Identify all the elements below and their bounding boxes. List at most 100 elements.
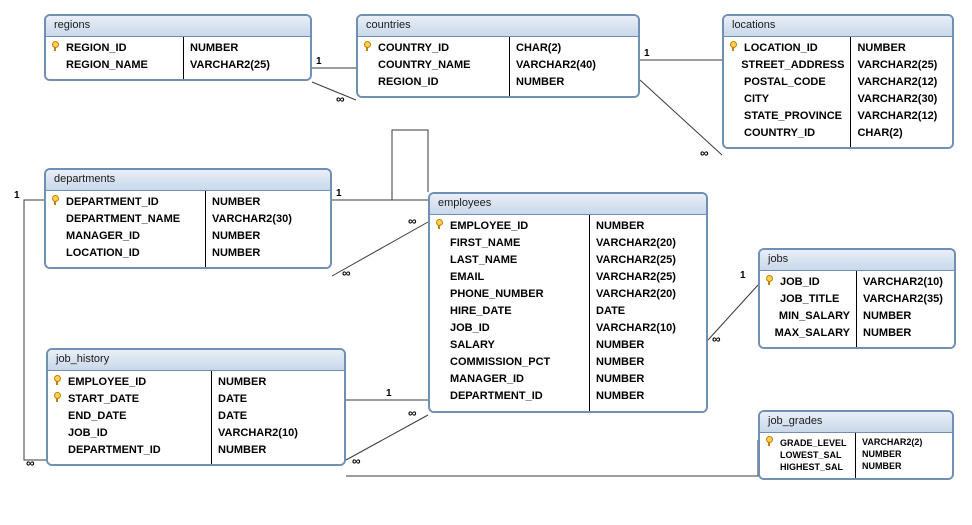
erd-canvas: 1∞1∞1∞∞1∞1∞∞∞1regionsREGION_IDREGION_NAM… xyxy=(0,0,972,525)
column-type: NUMBER xyxy=(857,40,946,57)
entity-job_history: job_historyEMPLOYEE_IDSTART_DATEEND_DATE… xyxy=(46,348,346,466)
column-type: DATE xyxy=(218,391,326,408)
entity-countries: countriesCOUNTRY_IDCOUNTRY_NAMEREGION_ID… xyxy=(356,14,640,98)
primary-key-icon xyxy=(436,218,450,235)
entity-employees: employeesEMPLOYEE_IDFIRST_NAMELAST_NAMEE… xyxy=(428,192,708,413)
column-type: NUMBER xyxy=(218,374,326,391)
primary-key-icon xyxy=(730,40,744,57)
column-type: NUMBER xyxy=(218,442,326,459)
column-name: JOB_ID xyxy=(766,274,850,291)
column-name: EMPLOYEE_ID xyxy=(54,374,205,391)
column-name: REGION_ID xyxy=(52,40,177,57)
column-name: COUNTRY_NAME xyxy=(364,57,503,74)
entity-locations: locationsLOCATION_IDSTREET_ADDRESSPOSTAL… xyxy=(722,14,954,149)
entity-body: LOCATION_IDSTREET_ADDRESSPOSTAL_CODECITY… xyxy=(724,37,952,147)
entity-body: GRADE_LEVELLOWEST_SALHIGHEST_SALVARCHAR2… xyxy=(760,433,952,478)
primary-key-icon xyxy=(766,274,780,291)
entity-jobs: jobsJOB_IDJOB_TITLEMIN_SALARYMAX_SALARYV… xyxy=(758,248,956,349)
entity-title: jobs xyxy=(760,250,954,271)
column-name: MANAGER_ID xyxy=(436,371,583,388)
column-type: VARCHAR2(20) xyxy=(596,286,696,303)
entity-body: JOB_IDJOB_TITLEMIN_SALARYMAX_SALARYVARCH… xyxy=(760,271,954,347)
column-type: DATE xyxy=(596,303,696,320)
cardinality-label: ∞ xyxy=(408,406,417,420)
entity-title: countries xyxy=(358,16,638,37)
entity-departments: departmentsDEPARTMENT_IDDEPARTMENT_NAMEM… xyxy=(44,168,332,269)
column-name: MANAGER_ID xyxy=(52,228,199,245)
cardinality-label: ∞ xyxy=(336,92,345,106)
column-name: FIRST_NAME xyxy=(436,235,583,252)
column-name: CITY xyxy=(730,91,844,108)
column-type: NUMBER xyxy=(190,40,296,57)
column-name: COUNTRY_ID xyxy=(364,40,503,57)
column-type: NUMBER xyxy=(212,228,316,245)
column-type: NUMBER xyxy=(516,74,624,91)
cardinality-label: 1 xyxy=(644,48,650,59)
entity-title: employees xyxy=(430,194,706,215)
column-name: LOCATION_ID xyxy=(730,40,844,57)
primary-key-icon xyxy=(52,194,66,211)
cardinality-label: ∞ xyxy=(408,214,417,228)
column-type: VARCHAR2(10) xyxy=(863,274,948,291)
column-type: VARCHAR2(30) xyxy=(212,211,316,228)
column-type: VARCHAR2(25) xyxy=(596,269,696,286)
column-name: STATE_PROVINCE xyxy=(730,108,844,125)
column-name: DEPARTMENT_ID xyxy=(54,442,205,459)
cardinality-label: 1 xyxy=(316,56,322,67)
column-name: LAST_NAME xyxy=(436,252,583,269)
column-type: NUMBER xyxy=(596,218,696,235)
column-type: NUMBER xyxy=(862,448,946,460)
entity-body: DEPARTMENT_IDDEPARTMENT_NAMEMANAGER_IDLO… xyxy=(46,191,330,267)
column-type: NUMBER xyxy=(596,371,696,388)
column-type: VARCHAR2(20) xyxy=(596,235,696,252)
column-name: DEPARTMENT_ID xyxy=(436,388,583,405)
entity-title: job_grades xyxy=(760,412,952,433)
cardinality-label: ∞ xyxy=(342,266,351,280)
column-type: CHAR(2) xyxy=(857,125,946,142)
column-name: START_DATE xyxy=(54,391,205,408)
entity-title: departments xyxy=(46,170,330,191)
entity-body: EMPLOYEE_IDFIRST_NAMELAST_NAMEEMAILPHONE… xyxy=(430,215,706,411)
column-name: REGION_NAME xyxy=(52,57,177,74)
cardinality-label: ∞ xyxy=(26,456,35,470)
column-type: VARCHAR2(12) xyxy=(857,74,946,91)
column-name: LOWEST_SAL xyxy=(766,449,849,461)
cardinality-label: ∞ xyxy=(712,332,721,346)
column-name: HIGHEST_SAL xyxy=(766,461,849,473)
primary-key-icon xyxy=(54,391,68,408)
column-type: NUMBER xyxy=(596,354,696,371)
column-name: COUNTRY_ID xyxy=(730,125,844,142)
column-name: JOB_ID xyxy=(54,425,205,442)
column-type: NUMBER xyxy=(596,337,696,354)
column-name: EMAIL xyxy=(436,269,583,286)
entity-job_grades: job_gradesGRADE_LEVELLOWEST_SALHIGHEST_S… xyxy=(758,410,954,480)
column-name: POSTAL_CODE xyxy=(730,74,844,91)
column-name: MAX_SALARY xyxy=(766,325,850,342)
entity-body: EMPLOYEE_IDSTART_DATEEND_DATEJOB_IDDEPAR… xyxy=(48,371,344,464)
column-name: LOCATION_ID xyxy=(52,245,199,262)
column-type: NUMBER xyxy=(862,460,946,472)
column-name: GRADE_LEVEL xyxy=(766,436,849,449)
column-type: VARCHAR2(25) xyxy=(596,252,696,269)
entity-title: locations xyxy=(724,16,952,37)
cardinality-label: ∞ xyxy=(352,454,361,468)
column-type: VARCHAR2(25) xyxy=(190,57,296,74)
column-name: HIRE_DATE xyxy=(436,303,583,320)
column-type: VARCHAR2(35) xyxy=(863,291,948,308)
cardinality-label: 1 xyxy=(14,190,20,201)
entity-body: REGION_IDREGION_NAME NUMBERVARCHAR2(25) xyxy=(46,37,310,79)
cardinality-label: ∞ xyxy=(700,146,709,160)
primary-key-icon xyxy=(54,374,68,391)
column-type: NUMBER xyxy=(212,245,316,262)
column-type: NUMBER xyxy=(212,194,316,211)
column-type: DATE xyxy=(218,408,326,425)
entity-title: job_history xyxy=(48,350,344,371)
column-name: DEPARTMENT_NAME xyxy=(52,211,199,228)
column-name: COMMISSION_PCT xyxy=(436,354,583,371)
column-name: DEPARTMENT_ID xyxy=(52,194,199,211)
cardinality-label: 1 xyxy=(386,388,392,399)
primary-key-icon xyxy=(52,40,66,57)
cardinality-label: 1 xyxy=(740,270,746,281)
column-name: SALARY xyxy=(436,337,583,354)
column-name: STREET_ADDRESS xyxy=(730,57,844,74)
